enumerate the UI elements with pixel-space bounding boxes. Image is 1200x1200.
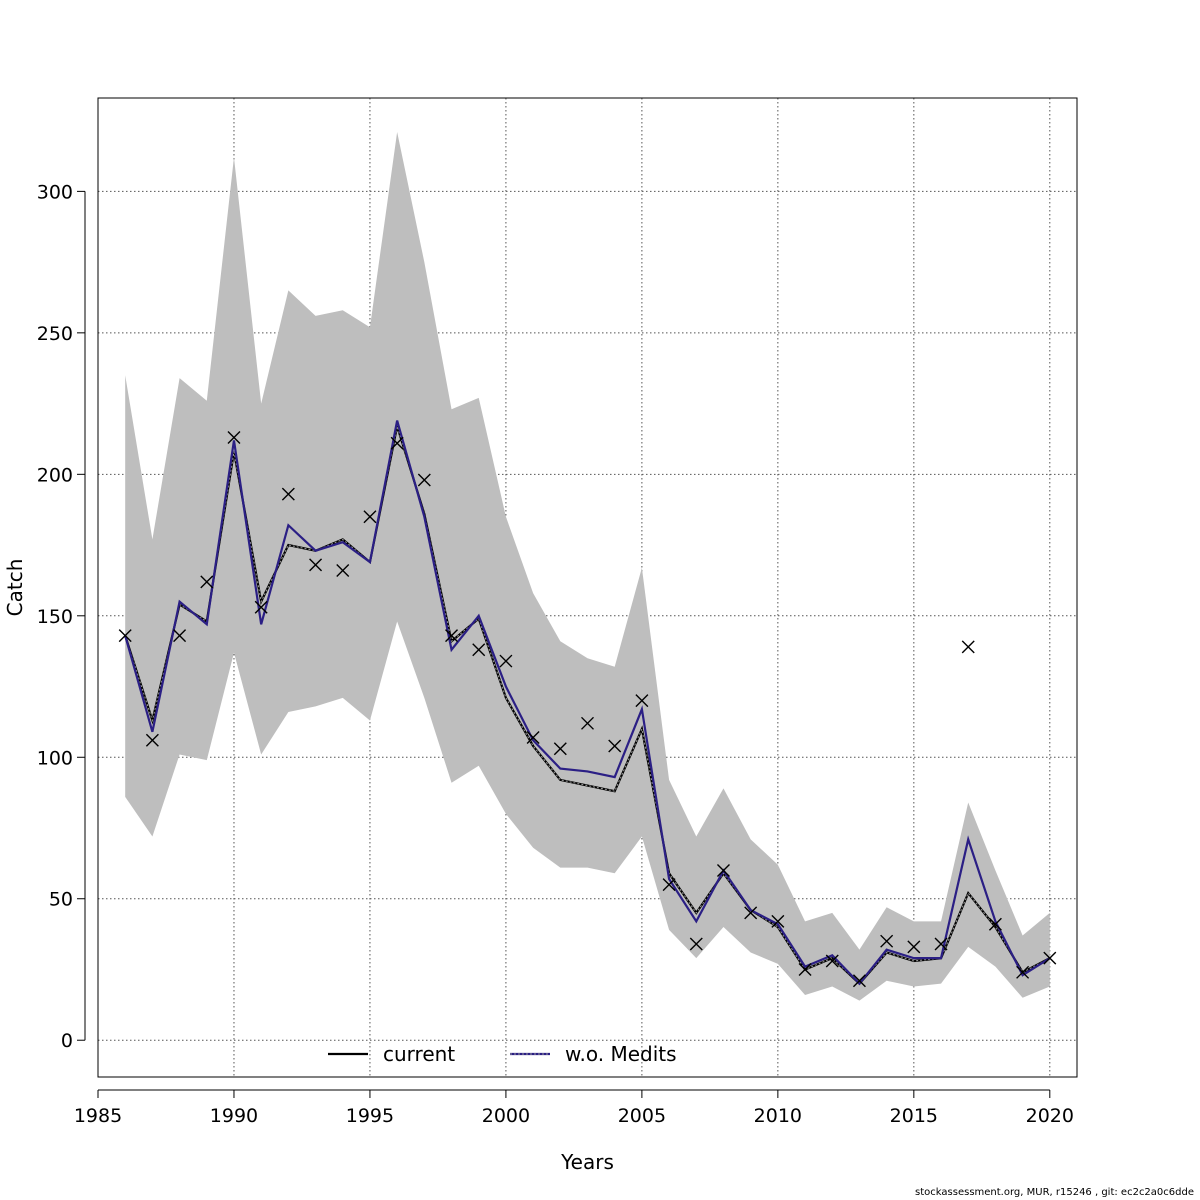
y-axis: 0 50 100 150 200 250 300 [37,181,86,1052]
observed-point [635,694,649,708]
observed-point [445,629,459,643]
legend-label-w-o-medits: w.o. Medits [565,1042,677,1066]
observed-point [309,558,323,572]
x-axis-title: Years [560,1150,614,1174]
plot-frame [97,97,1078,1078]
observed-points [118,431,1057,988]
legend: current w.o. Medits [328,1042,677,1066]
observed-point [417,473,431,487]
observed-point [227,431,241,445]
observed-point [744,906,758,920]
observed-point [581,716,594,730]
series-line-current [124,425,1051,986]
observed-point [852,974,866,988]
observed-point [173,629,187,643]
observed-point [200,575,214,589]
observed-point [689,937,703,951]
y-tick-label: 100 [37,747,73,769]
observed-point [988,917,1002,931]
observed-point [281,487,295,501]
y-tick-label: 200 [37,464,73,486]
observed-point [608,739,622,753]
observed-point [390,436,404,450]
x-tick-label: 2015 [890,1105,938,1127]
x-tick-label: 1990 [210,1105,258,1127]
observed-point [336,564,350,578]
observed-point [961,640,975,654]
observed-point [526,730,540,744]
series-lines [124,420,1051,986]
observed-point [934,937,948,951]
x-tick-label: 2010 [754,1105,802,1127]
observed-point [553,742,567,756]
observed-point [825,954,839,968]
x-axis: 1985 1990 1995 2000 2005 2010 2015 2020 [74,1089,1074,1127]
y-axis-title: Catch [3,559,27,617]
observed-point [254,600,268,614]
observed-point [771,914,785,928]
legend-label-current: current [383,1042,455,1066]
x-tick-label: 2020 [1026,1105,1074,1127]
observed-point [472,643,486,657]
observed-point [145,733,159,747]
y-tick-label: 50 [49,889,73,911]
observed-point [907,940,921,954]
observed-point [880,934,894,948]
observed-point [1043,951,1057,965]
y-tick-label: 0 [61,1030,73,1052]
observed-point [118,629,132,643]
y-tick-label: 250 [37,323,73,345]
confidence-band-area [125,131,1050,1001]
observed-point [363,510,377,524]
series-line-w-o-medits [124,420,1051,986]
x-tick-label: 1995 [346,1105,394,1127]
x-tick-label: 2000 [482,1105,530,1127]
x-tick-label: 2005 [618,1105,666,1127]
y-tick-label: 300 [37,181,73,203]
observed-point [662,878,676,892]
observed-point [798,962,812,976]
y-tick-label: 150 [37,606,73,628]
x-tick-label: 1985 [74,1105,122,1127]
observed-point [716,863,730,877]
footer-credit: stockassessment.org, MUR, r15246 , git: … [915,1187,1194,1198]
confidence-band [125,131,1050,1001]
observed-point [499,654,513,668]
observed-point [1016,965,1030,979]
